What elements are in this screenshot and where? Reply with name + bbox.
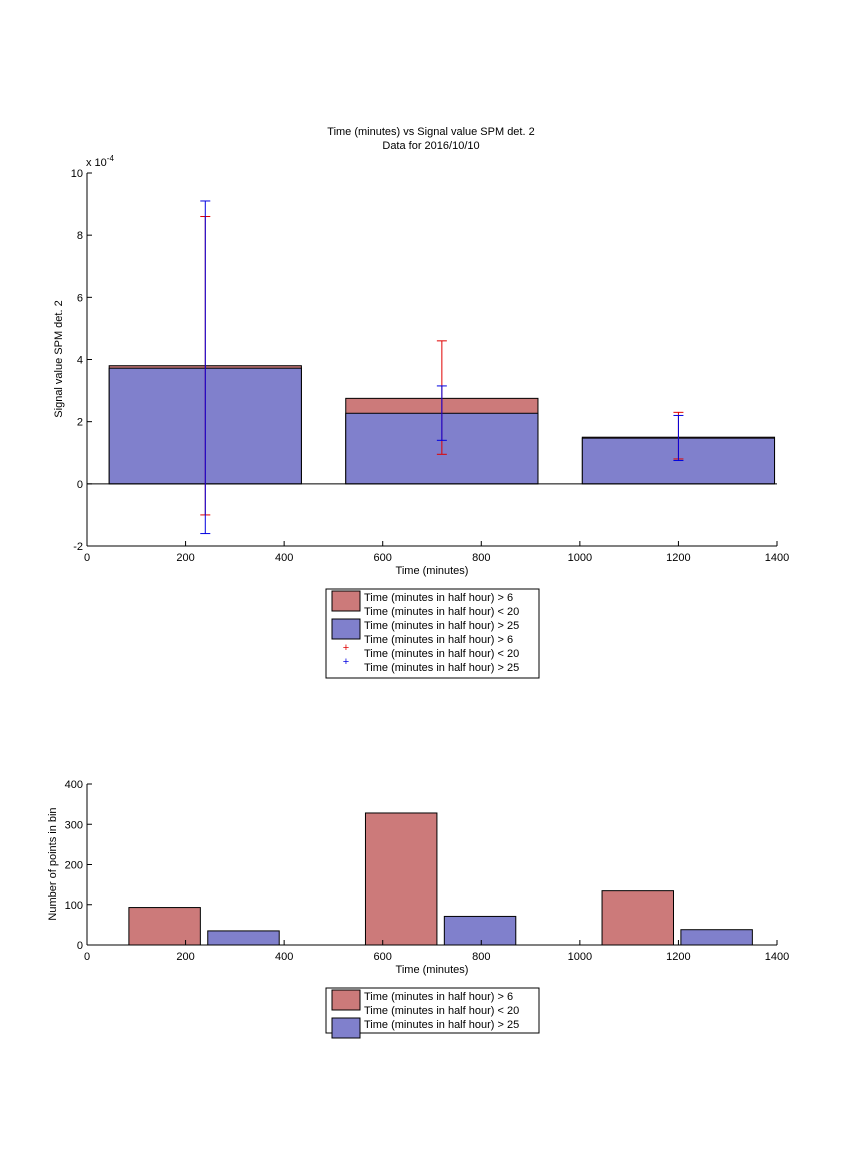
x-tick-label: 800 xyxy=(472,951,490,963)
signal-chart: Time (minutes) vs Signal value SPM det. … xyxy=(53,126,789,679)
y-tick-label: 400 xyxy=(65,779,83,791)
legend-label: Time (minutes in half hour) > 25 xyxy=(364,620,519,632)
x-tick-label: 1200 xyxy=(666,951,690,963)
count-bar-red-1 xyxy=(128,907,201,946)
legend-label: Time (minutes in half hour) > 25 xyxy=(364,662,519,674)
y-tick-label: 6 xyxy=(77,292,83,304)
legend-label: Time (minutes in half hour) > 6 xyxy=(364,991,513,1003)
legend-label: Time (minutes in half hour) > 25 xyxy=(364,1019,519,1031)
chart-subtitle: Data for 2016/10/10 xyxy=(382,140,479,152)
x-tick-label: 1400 xyxy=(765,951,789,963)
legend-label: Time (minutes in half hour) > 6 xyxy=(364,634,513,646)
x-axis-label: Time (minutes) xyxy=(396,964,469,976)
legend-label: Time (minutes in half hour) < 20 xyxy=(364,1005,519,1017)
y-tick-label: 300 xyxy=(65,819,83,831)
y-tick-label: 0 xyxy=(77,479,83,491)
x-tick-label: 1000 xyxy=(568,951,592,963)
y-tick-label: 0 xyxy=(77,940,83,952)
y-tick-label: 2 xyxy=(77,417,83,429)
x-tick-label: 1200 xyxy=(666,552,690,564)
legend-marker-blue_err: + xyxy=(343,656,349,668)
y-exponent-label: x 10-4 xyxy=(86,154,114,169)
x-tick-label: 600 xyxy=(374,552,392,564)
chart-title: Time (minutes) vs Signal value SPM det. … xyxy=(327,126,534,138)
count-bar-blue-2 xyxy=(207,930,280,946)
x-tick-label: 400 xyxy=(275,951,293,963)
legend-label: Time (minutes in half hour) < 20 xyxy=(364,606,519,618)
legend-swatch-blue xyxy=(331,1017,361,1039)
legend-swatch-red xyxy=(331,989,361,1011)
count-bar-blue-6 xyxy=(680,929,753,946)
count-chart: 0 200 400 600 800 1000 1200 1400 0 100 200 300 400 T… xyxy=(47,779,789,1039)
legend-box xyxy=(325,588,540,679)
x-tick-label: 1400 xyxy=(765,552,789,564)
legend-marker-red_err: + xyxy=(343,642,349,654)
x-tick-label: 800 xyxy=(472,552,490,564)
y-exponent-power: -4 xyxy=(107,154,115,163)
x-tick-label: 0 xyxy=(84,552,90,564)
x-tick-label: 1000 xyxy=(568,552,592,564)
count-bar-red-3 xyxy=(364,812,438,946)
y-tick-label: 10 xyxy=(71,168,83,180)
legend-swatch-red xyxy=(331,590,361,612)
legend-swatch-blue xyxy=(331,618,361,640)
y-tick-label: -2 xyxy=(73,541,83,553)
legend: Time (minutes in half hour) > 6 Time (min… xyxy=(325,987,540,1039)
x-tick-label: 400 xyxy=(275,552,293,564)
x-tick-label: 200 xyxy=(176,951,194,963)
x-axis-label: Time (minutes) xyxy=(396,565,469,577)
legend-label: Time (minutes in half hour) > 6 xyxy=(364,592,513,604)
y-axis-label: Number of points in bin xyxy=(47,807,59,920)
x-tick-label: 0 xyxy=(84,951,90,963)
x-tick-label: 600 xyxy=(374,951,392,963)
y-tick-label: 4 xyxy=(77,355,83,367)
count-bar-red-5 xyxy=(601,890,674,946)
legend-label: Time (minutes in half hour) < 20 xyxy=(364,648,519,660)
count-bar-blue-4 xyxy=(443,915,517,946)
y-axis-label: Signal value SPM det. 2 xyxy=(53,300,65,417)
legend: Time (minutes in half hour) > 6 Time (min… xyxy=(325,588,540,679)
y-exponent-base: x 10 xyxy=(86,157,107,169)
y-tick-label: 8 xyxy=(77,230,83,242)
legend-box xyxy=(325,987,540,1034)
y-tick-label: 200 xyxy=(65,860,83,872)
y-tick-label: 100 xyxy=(65,900,83,912)
x-tick-label: 200 xyxy=(176,552,194,564)
